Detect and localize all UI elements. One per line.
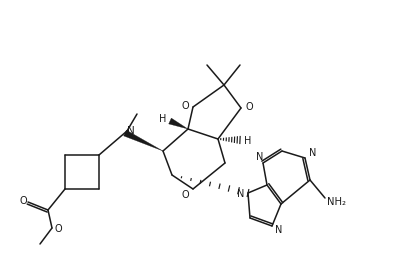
Text: H: H [244, 136, 252, 146]
Text: N: N [309, 148, 317, 158]
Text: O: O [19, 196, 27, 206]
Text: O: O [54, 224, 62, 234]
Text: N: N [237, 189, 245, 199]
Text: O: O [181, 101, 189, 111]
Text: N: N [127, 126, 135, 136]
Text: H: H [159, 114, 167, 124]
Polygon shape [124, 130, 163, 151]
Text: NH₂: NH₂ [326, 197, 346, 207]
Text: O: O [181, 190, 189, 200]
Text: N: N [256, 152, 264, 162]
Polygon shape [169, 118, 188, 129]
Text: O: O [245, 102, 253, 112]
Text: N: N [275, 225, 282, 235]
